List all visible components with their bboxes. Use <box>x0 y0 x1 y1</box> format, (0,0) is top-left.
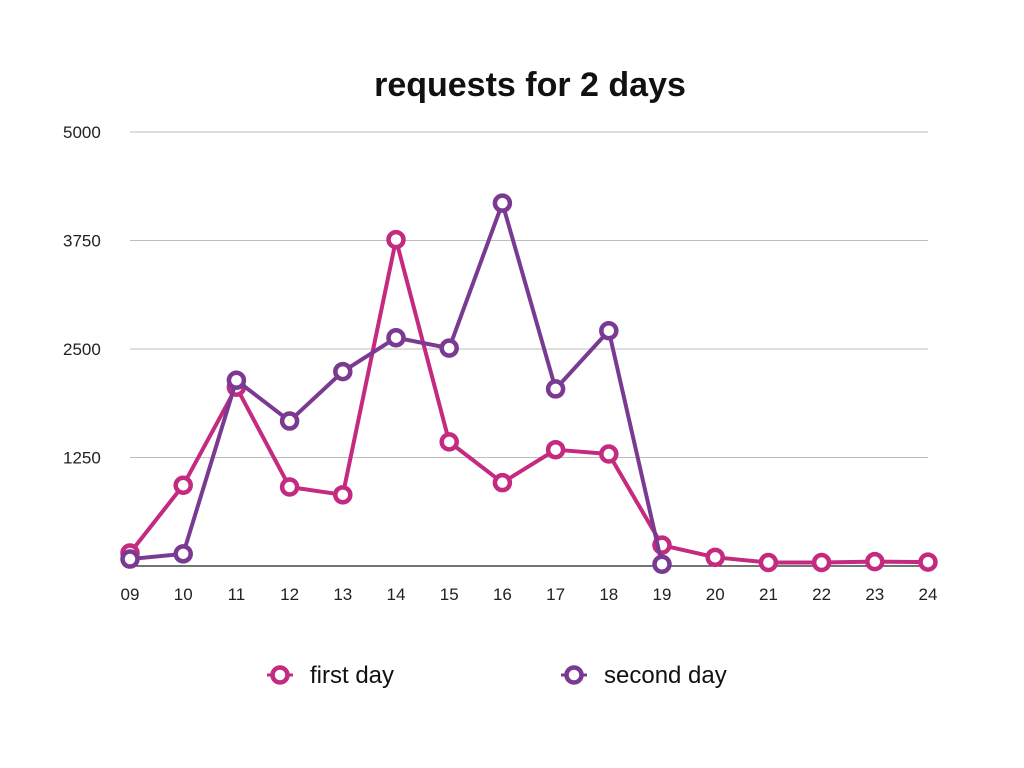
data-point <box>599 444 619 464</box>
series-lines <box>120 193 938 575</box>
legend-item-1: second day <box>561 662 727 689</box>
x-tick-label: 11 <box>228 585 246 604</box>
data-point <box>120 549 140 569</box>
data-point <box>545 439 566 460</box>
y-axis-ticks: 1250 2500 3750 5000 <box>63 123 101 468</box>
grid-lines <box>130 131 928 567</box>
data-point <box>492 472 513 493</box>
x-tick-label: 17 <box>546 585 565 604</box>
x-axis-ticks: 09 10 11 12 13 14 15 16 17 18 19 20 21 22 23 24 <box>121 585 938 604</box>
data-point <box>439 338 459 358</box>
data-point <box>173 544 193 564</box>
y-tick-label: 2500 <box>63 340 101 359</box>
data-point <box>865 551 885 572</box>
legend: first day second day <box>267 662 727 689</box>
y-tick-label: 1250 <box>63 449 101 468</box>
data-point <box>758 552 779 573</box>
data-point <box>811 552 832 573</box>
series-0 <box>120 229 938 573</box>
legend-marker <box>270 665 290 685</box>
legend-label: first day <box>310 662 394 689</box>
x-tick-label: 20 <box>706 585 725 604</box>
data-point <box>279 411 300 431</box>
data-point <box>599 321 619 341</box>
data-point <box>333 361 353 382</box>
x-tick-label: 09 <box>121 585 140 604</box>
legend-label: second day <box>604 662 727 689</box>
series-1 <box>120 193 672 575</box>
data-point <box>386 229 406 250</box>
data-point <box>226 370 247 390</box>
legend-item-0: first day <box>267 662 394 689</box>
data-point <box>173 475 193 496</box>
series-line <box>128 237 930 565</box>
data-point <box>705 547 725 568</box>
x-tick-label: 12 <box>280 585 299 604</box>
x-tick-label: 19 <box>653 585 672 604</box>
data-point <box>652 554 672 575</box>
data-point <box>279 477 300 497</box>
data-point <box>386 327 406 348</box>
x-tick-label: 22 <box>812 585 831 604</box>
x-tick-label: 14 <box>387 585 406 604</box>
x-tick-label: 24 <box>919 585 938 604</box>
chart-title: requests for 2 days <box>374 66 686 104</box>
y-tick-label: 3750 <box>63 232 101 251</box>
x-tick-label: 23 <box>865 585 884 604</box>
x-tick-label: 21 <box>759 585 778 604</box>
x-tick-label: 15 <box>440 585 459 604</box>
data-point <box>439 432 459 452</box>
x-tick-label: 16 <box>493 585 512 604</box>
x-tick-label: 10 <box>174 585 193 604</box>
data-point <box>492 193 513 213</box>
data-point <box>545 379 566 399</box>
legend-marker <box>564 665 584 685</box>
x-tick-label: 13 <box>333 585 352 604</box>
series-line <box>128 201 664 567</box>
x-tick-label: 18 <box>599 585 618 604</box>
data-point <box>333 485 353 505</box>
data-point <box>918 552 938 572</box>
y-tick-label: 5000 <box>63 123 101 142</box>
